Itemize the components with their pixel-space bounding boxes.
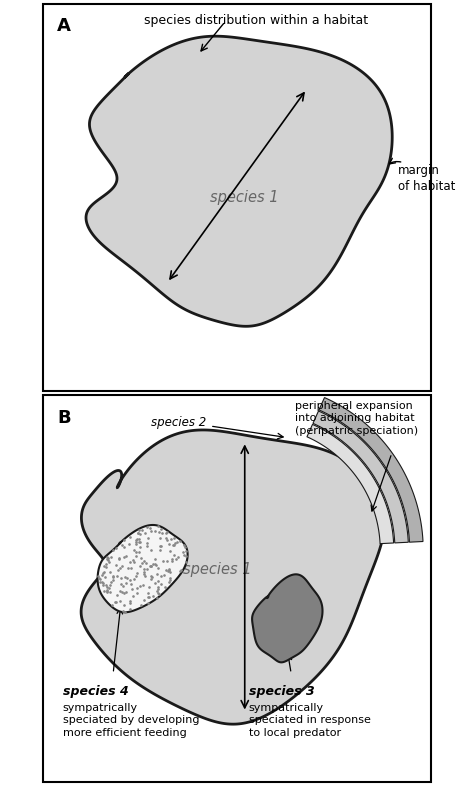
Polygon shape — [252, 574, 322, 662]
Text: B: B — [57, 408, 71, 427]
Polygon shape — [313, 411, 408, 543]
Text: species distribution within a habitat: species distribution within a habitat — [144, 13, 368, 27]
Polygon shape — [98, 525, 188, 612]
Polygon shape — [307, 424, 393, 544]
Text: A: A — [57, 17, 71, 36]
Text: species 4: species 4 — [63, 685, 128, 698]
Text: species 1: species 1 — [183, 562, 252, 577]
Text: margin
of habitat: margin of habitat — [398, 164, 455, 193]
Text: species 3: species 3 — [248, 685, 314, 698]
Text: peripheral expansion
into adjoining habitat
(peripatric speciation): peripheral expansion into adjoining habi… — [295, 401, 418, 435]
Text: sympatrically
speciated by developing
more efficient feeding: sympatrically speciated by developing mo… — [63, 703, 199, 738]
Polygon shape — [319, 397, 423, 542]
Text: sympatrically
speciated in response
to local predator: sympatrically speciated in response to l… — [248, 703, 371, 738]
Text: species 1: species 1 — [210, 190, 279, 205]
Polygon shape — [81, 430, 384, 724]
Polygon shape — [86, 36, 392, 326]
Text: species 2: species 2 — [151, 416, 207, 429]
